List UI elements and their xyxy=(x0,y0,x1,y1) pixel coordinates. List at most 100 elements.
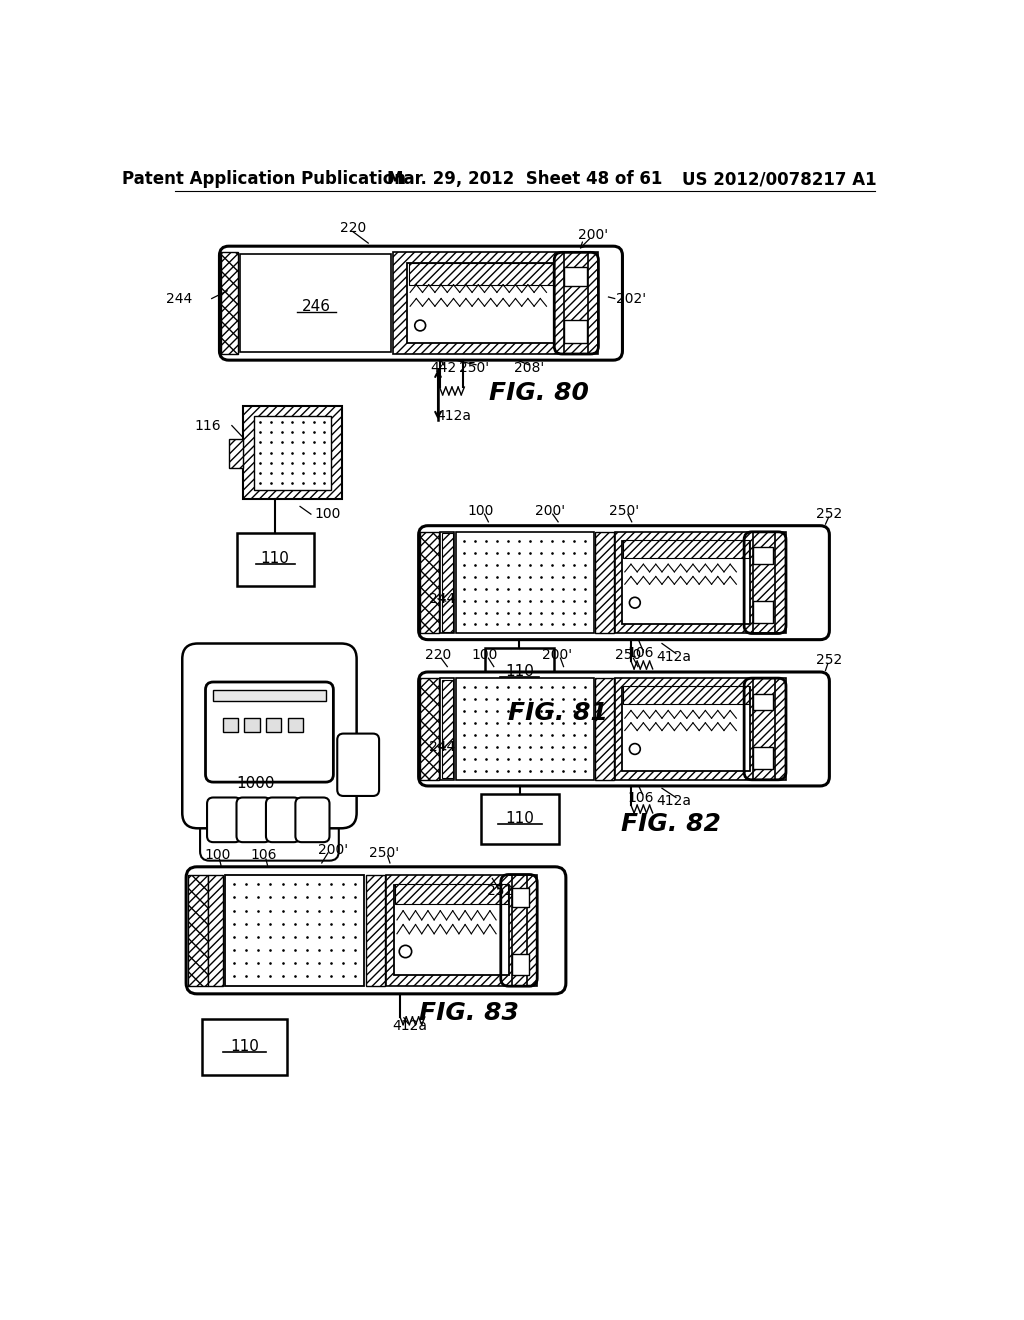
Text: 246: 246 xyxy=(302,298,331,314)
Bar xyxy=(563,252,589,354)
Text: 100: 100 xyxy=(471,648,498,663)
Bar xyxy=(221,252,238,354)
Text: FIG. 80: FIG. 80 xyxy=(488,381,589,405)
Bar xyxy=(624,540,749,558)
Bar xyxy=(240,253,391,352)
Bar xyxy=(754,532,775,634)
Circle shape xyxy=(630,743,640,755)
Text: 200': 200' xyxy=(536,504,565,517)
Text: 442: 442 xyxy=(430,360,457,375)
Bar xyxy=(225,875,365,986)
Circle shape xyxy=(399,945,412,958)
Text: FIG. 81: FIG. 81 xyxy=(508,701,607,725)
Bar xyxy=(442,680,453,779)
Bar xyxy=(228,438,243,469)
Bar xyxy=(420,532,438,634)
Text: 106: 106 xyxy=(627,645,653,660)
Text: 244: 244 xyxy=(166,292,193,305)
Text: 412a: 412a xyxy=(656,795,691,808)
Text: 252: 252 xyxy=(816,653,843,668)
Text: FIG. 82: FIG. 82 xyxy=(621,812,721,837)
Bar xyxy=(563,321,587,343)
Bar xyxy=(420,532,438,634)
Text: 412a: 412a xyxy=(656,651,691,664)
FancyBboxPatch shape xyxy=(207,797,241,842)
Bar xyxy=(563,267,587,286)
Bar xyxy=(754,601,773,623)
Text: 110: 110 xyxy=(506,810,535,826)
Bar xyxy=(393,252,598,354)
Bar xyxy=(622,541,750,624)
Circle shape xyxy=(415,321,426,331)
Text: 106: 106 xyxy=(251,849,276,862)
Circle shape xyxy=(630,597,640,609)
Text: 220: 220 xyxy=(425,648,452,663)
Bar xyxy=(615,532,786,634)
Bar xyxy=(512,875,527,986)
Bar xyxy=(622,688,750,771)
Bar xyxy=(394,886,509,975)
Bar xyxy=(595,678,614,780)
Text: 202': 202' xyxy=(616,292,646,305)
Text: 244: 244 xyxy=(429,739,455,754)
Bar xyxy=(407,263,554,343)
Text: 244: 244 xyxy=(429,591,455,606)
FancyBboxPatch shape xyxy=(186,867,566,994)
Bar xyxy=(395,884,508,904)
Bar xyxy=(624,686,749,705)
Text: 252: 252 xyxy=(486,884,513,899)
Text: 250': 250' xyxy=(369,846,398,859)
Text: 252: 252 xyxy=(816,507,843,521)
Bar xyxy=(266,718,282,733)
Text: 116: 116 xyxy=(195,418,221,433)
Text: US 2012/0078217 A1: US 2012/0078217 A1 xyxy=(682,170,877,189)
Text: 208': 208' xyxy=(514,360,544,375)
Text: 110: 110 xyxy=(505,664,534,680)
Bar xyxy=(512,954,528,975)
FancyBboxPatch shape xyxy=(419,525,829,640)
Bar xyxy=(442,533,453,632)
Bar xyxy=(245,718,260,733)
Bar xyxy=(221,252,238,354)
Text: 200': 200' xyxy=(318,843,348,857)
Bar xyxy=(202,1019,287,1074)
Bar xyxy=(222,718,238,733)
Bar xyxy=(754,548,773,564)
FancyBboxPatch shape xyxy=(200,800,339,861)
Text: Patent Application Publication: Patent Application Publication xyxy=(122,170,406,189)
Bar xyxy=(386,875,538,986)
FancyBboxPatch shape xyxy=(266,797,300,842)
Text: 200': 200' xyxy=(578,228,608,243)
Text: 250': 250' xyxy=(460,360,489,375)
Bar xyxy=(213,689,326,701)
Bar xyxy=(187,875,208,986)
Text: 1000: 1000 xyxy=(237,776,275,791)
FancyBboxPatch shape xyxy=(295,797,330,842)
Bar xyxy=(208,875,223,986)
FancyBboxPatch shape xyxy=(337,734,379,796)
Bar xyxy=(484,648,554,696)
Text: 110: 110 xyxy=(261,552,290,566)
Text: 250': 250' xyxy=(615,648,645,663)
Text: 200': 200' xyxy=(542,648,571,663)
FancyBboxPatch shape xyxy=(206,682,334,781)
Bar xyxy=(187,875,208,986)
Bar xyxy=(243,407,342,499)
Bar xyxy=(254,416,331,490)
Bar xyxy=(366,875,385,986)
Bar xyxy=(237,533,314,586)
Bar xyxy=(481,793,559,843)
Bar xyxy=(288,718,303,733)
Text: 100: 100 xyxy=(204,849,230,862)
Bar xyxy=(512,888,528,907)
Text: 106: 106 xyxy=(627,791,653,804)
Bar xyxy=(420,678,438,780)
Bar xyxy=(456,678,594,780)
Text: FIG. 83: FIG. 83 xyxy=(419,1001,519,1026)
Text: 220: 220 xyxy=(340,220,366,235)
Bar xyxy=(754,693,773,710)
Bar xyxy=(409,263,553,285)
Text: 110: 110 xyxy=(229,1039,259,1055)
Text: 100: 100 xyxy=(467,504,494,517)
Bar xyxy=(615,678,786,780)
